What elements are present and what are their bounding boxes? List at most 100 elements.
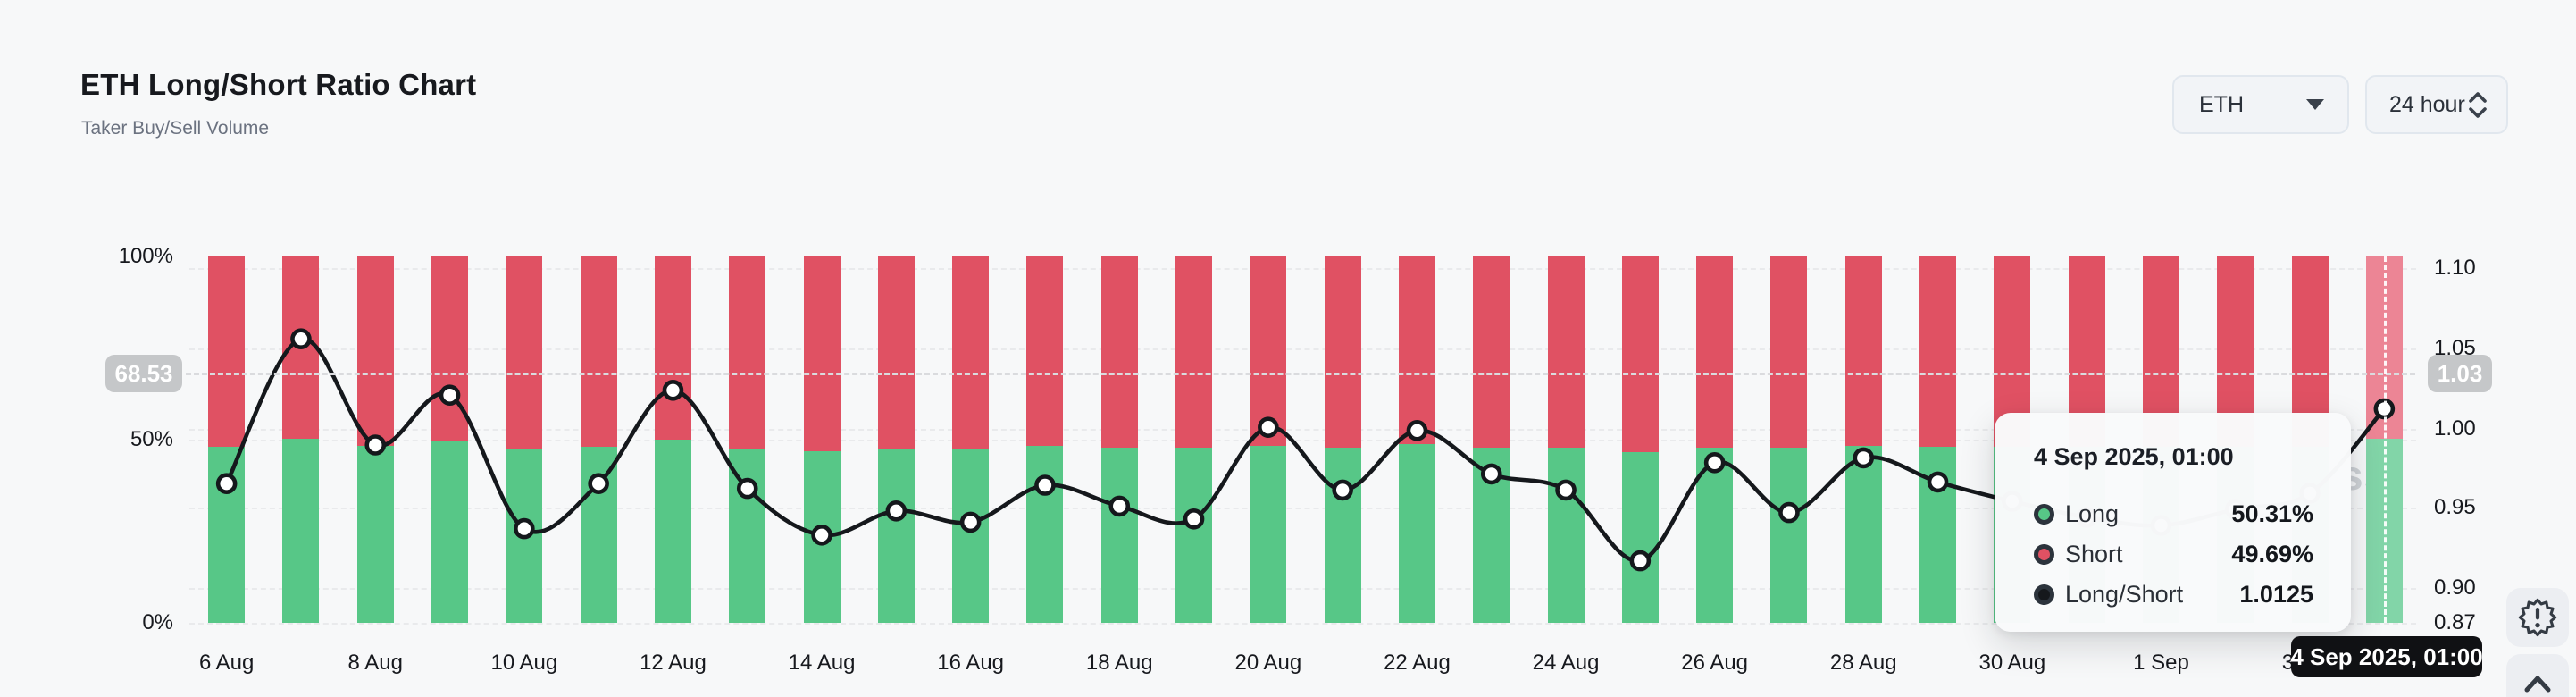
chevron-up-down-icon [2467, 91, 2488, 119]
symbol-dropdown-value: ETH [2199, 91, 2244, 117]
chart-tooltip: 4 Sep 2025, 01:00 Long 50.31% Short 49.69% L… [1995, 413, 2351, 632]
bar-long-segment[interactable] [580, 447, 617, 623]
bar-long-segment[interactable] [1621, 451, 1659, 623]
bar-long-segment[interactable] [1026, 445, 1064, 623]
x-axis-label: 8 Aug [347, 651, 403, 675]
bar-short-segment[interactable] [1026, 256, 1064, 446]
short-legend-dot-icon [2034, 544, 2054, 565]
bar-long-segment[interactable] [1473, 447, 1510, 623]
page-title: ETH Long/Short Ratio Chart [80, 68, 477, 101]
bar-short-segment[interactable] [282, 256, 320, 439]
bar-long-segment[interactable] [1919, 446, 1957, 623]
bar-long-segment[interactable] [654, 440, 691, 623]
bar-short-segment[interactable] [1175, 256, 1213, 449]
bar-short-segment[interactable] [506, 256, 543, 450]
bar-long-segment[interactable] [1398, 443, 1435, 623]
crosshair-right-value-badge: 1.03 [2428, 355, 2492, 392]
bar-short-segment[interactable] [952, 256, 990, 449]
symbol-dropdown[interactable]: ETH [2172, 75, 2349, 134]
bar-long-segment[interactable] [729, 449, 766, 623]
bar-short-segment[interactable] [356, 256, 394, 446]
bar-short-segment[interactable] [1473, 256, 1510, 448]
tooltip-row: Long/Short 1.0125 [2034, 575, 2313, 615]
bar-short-segment[interactable] [1770, 256, 1808, 449]
x-axis-label: 30 Aug [1978, 651, 2046, 675]
bar-long-segment[interactable] [1175, 448, 1213, 623]
bar-short-segment[interactable] [431, 256, 469, 442]
bar-long-segment[interactable] [1547, 448, 1585, 623]
y-axis-right-label: 0.87 [2434, 610, 2476, 634]
tooltip-date: 4 Sep 2025, 01:00 [2034, 443, 2234, 470]
x-axis-label: 10 Aug [490, 651, 558, 675]
interval-dropdown-value: 24 hour [2389, 91, 2465, 117]
gridline-horizontal [189, 268, 2416, 270]
x-axis-label: 20 Aug [1234, 651, 1302, 675]
x-axis-label: 1 Sep [2133, 651, 2189, 675]
tooltip-row-value: 1.0125 [2239, 581, 2313, 608]
x-axis-label: 14 Aug [788, 651, 856, 675]
bar-long-segment[interactable] [803, 450, 841, 623]
bar-long-segment[interactable] [1250, 445, 1287, 623]
collapse-chart-button[interactable] [2506, 654, 2569, 697]
x-axis-label: 24 Aug [1532, 651, 1600, 675]
bar-short-segment[interactable] [1324, 256, 1361, 449]
x-axis-label: 18 Aug [1085, 651, 1153, 675]
tooltip-row-value: 50.31% [2231, 500, 2313, 527]
bar-long-segment[interactable] [877, 448, 915, 623]
bar-long-segment[interactable] [1100, 448, 1138, 623]
tooltip-row: Short 49.69% [2034, 534, 2313, 575]
bar-long-segment[interactable] [208, 447, 246, 623]
tooltip-row-label: Long/Short [2065, 581, 2184, 608]
chevron-up-icon [2524, 676, 2551, 693]
bar-short-segment[interactable] [1398, 256, 1435, 444]
x-axis-label: 28 Aug [1829, 651, 1897, 675]
y-axis-left-label: 100% [118, 244, 173, 268]
crosshair-date-badge: 4 Sep 2025, 01:00 [2290, 636, 2483, 677]
y-axis-left-label: 0% [142, 610, 173, 634]
axis-baseline [189, 623, 2416, 625]
bar-long-segment[interactable] [1770, 448, 1808, 623]
tooltip-row-value: 49.69% [2231, 541, 2313, 567]
bar-short-segment[interactable] [654, 256, 691, 441]
bar-long-segment[interactable] [431, 441, 469, 623]
y-axis-right-label: 0.90 [2434, 575, 2476, 600]
bar-short-segment[interactable] [1696, 256, 1734, 449]
y-axis-left-label: 50% [130, 427, 173, 451]
bar-short-segment[interactable] [1100, 256, 1138, 449]
tooltip-row-label: Short [2065, 541, 2123, 567]
interval-dropdown[interactable]: 24 hour [2365, 75, 2508, 134]
bar-short-segment[interactable] [208, 256, 246, 448]
chevron-down-icon [2306, 99, 2324, 110]
crosshair-horizontal-line [186, 373, 2415, 375]
bar-long-segment[interactable] [356, 445, 394, 623]
bar-short-segment[interactable] [1919, 256, 1957, 447]
bar-short-segment[interactable] [729, 256, 766, 449]
bar-short-segment[interactable] [877, 256, 915, 449]
bar-short-segment[interactable] [1547, 256, 1585, 449]
bar-long-segment[interactable] [952, 449, 990, 623]
bar-short-segment[interactable] [1621, 256, 1659, 452]
tooltip-row-label: Long [2065, 500, 2120, 527]
bar-short-segment[interactable] [1250, 256, 1287, 446]
long-legend-dot-icon [2034, 504, 2054, 525]
bar-short-segment[interactable] [580, 256, 617, 448]
x-axis-label: 22 Aug [1384, 651, 1451, 675]
bar-long-segment[interactable] [1844, 445, 1882, 623]
y-axis-right-label: 0.95 [2434, 495, 2476, 519]
tooltip-row: Long 50.31% [2034, 494, 2313, 534]
y-axis-right-label: 1.10 [2434, 256, 2476, 280]
report-issue-button[interactable] [2506, 588, 2569, 647]
y-axis-right-label: 1.00 [2434, 416, 2476, 441]
seal-exclamation-icon [2518, 598, 2557, 637]
bar-long-segment[interactable] [1324, 448, 1361, 623]
x-axis-label: 26 Aug [1681, 651, 1749, 675]
x-axis-label: 16 Aug [937, 651, 1005, 675]
gridline-horizontal [189, 588, 2416, 590]
bar-short-segment[interactable] [1844, 256, 1882, 446]
bar-long-segment[interactable] [506, 449, 543, 623]
x-axis-label: 6 Aug [198, 651, 255, 675]
bar-short-segment[interactable] [803, 256, 841, 451]
bar-long-segment[interactable] [1696, 448, 1734, 623]
bar-long-segment[interactable] [282, 438, 320, 623]
